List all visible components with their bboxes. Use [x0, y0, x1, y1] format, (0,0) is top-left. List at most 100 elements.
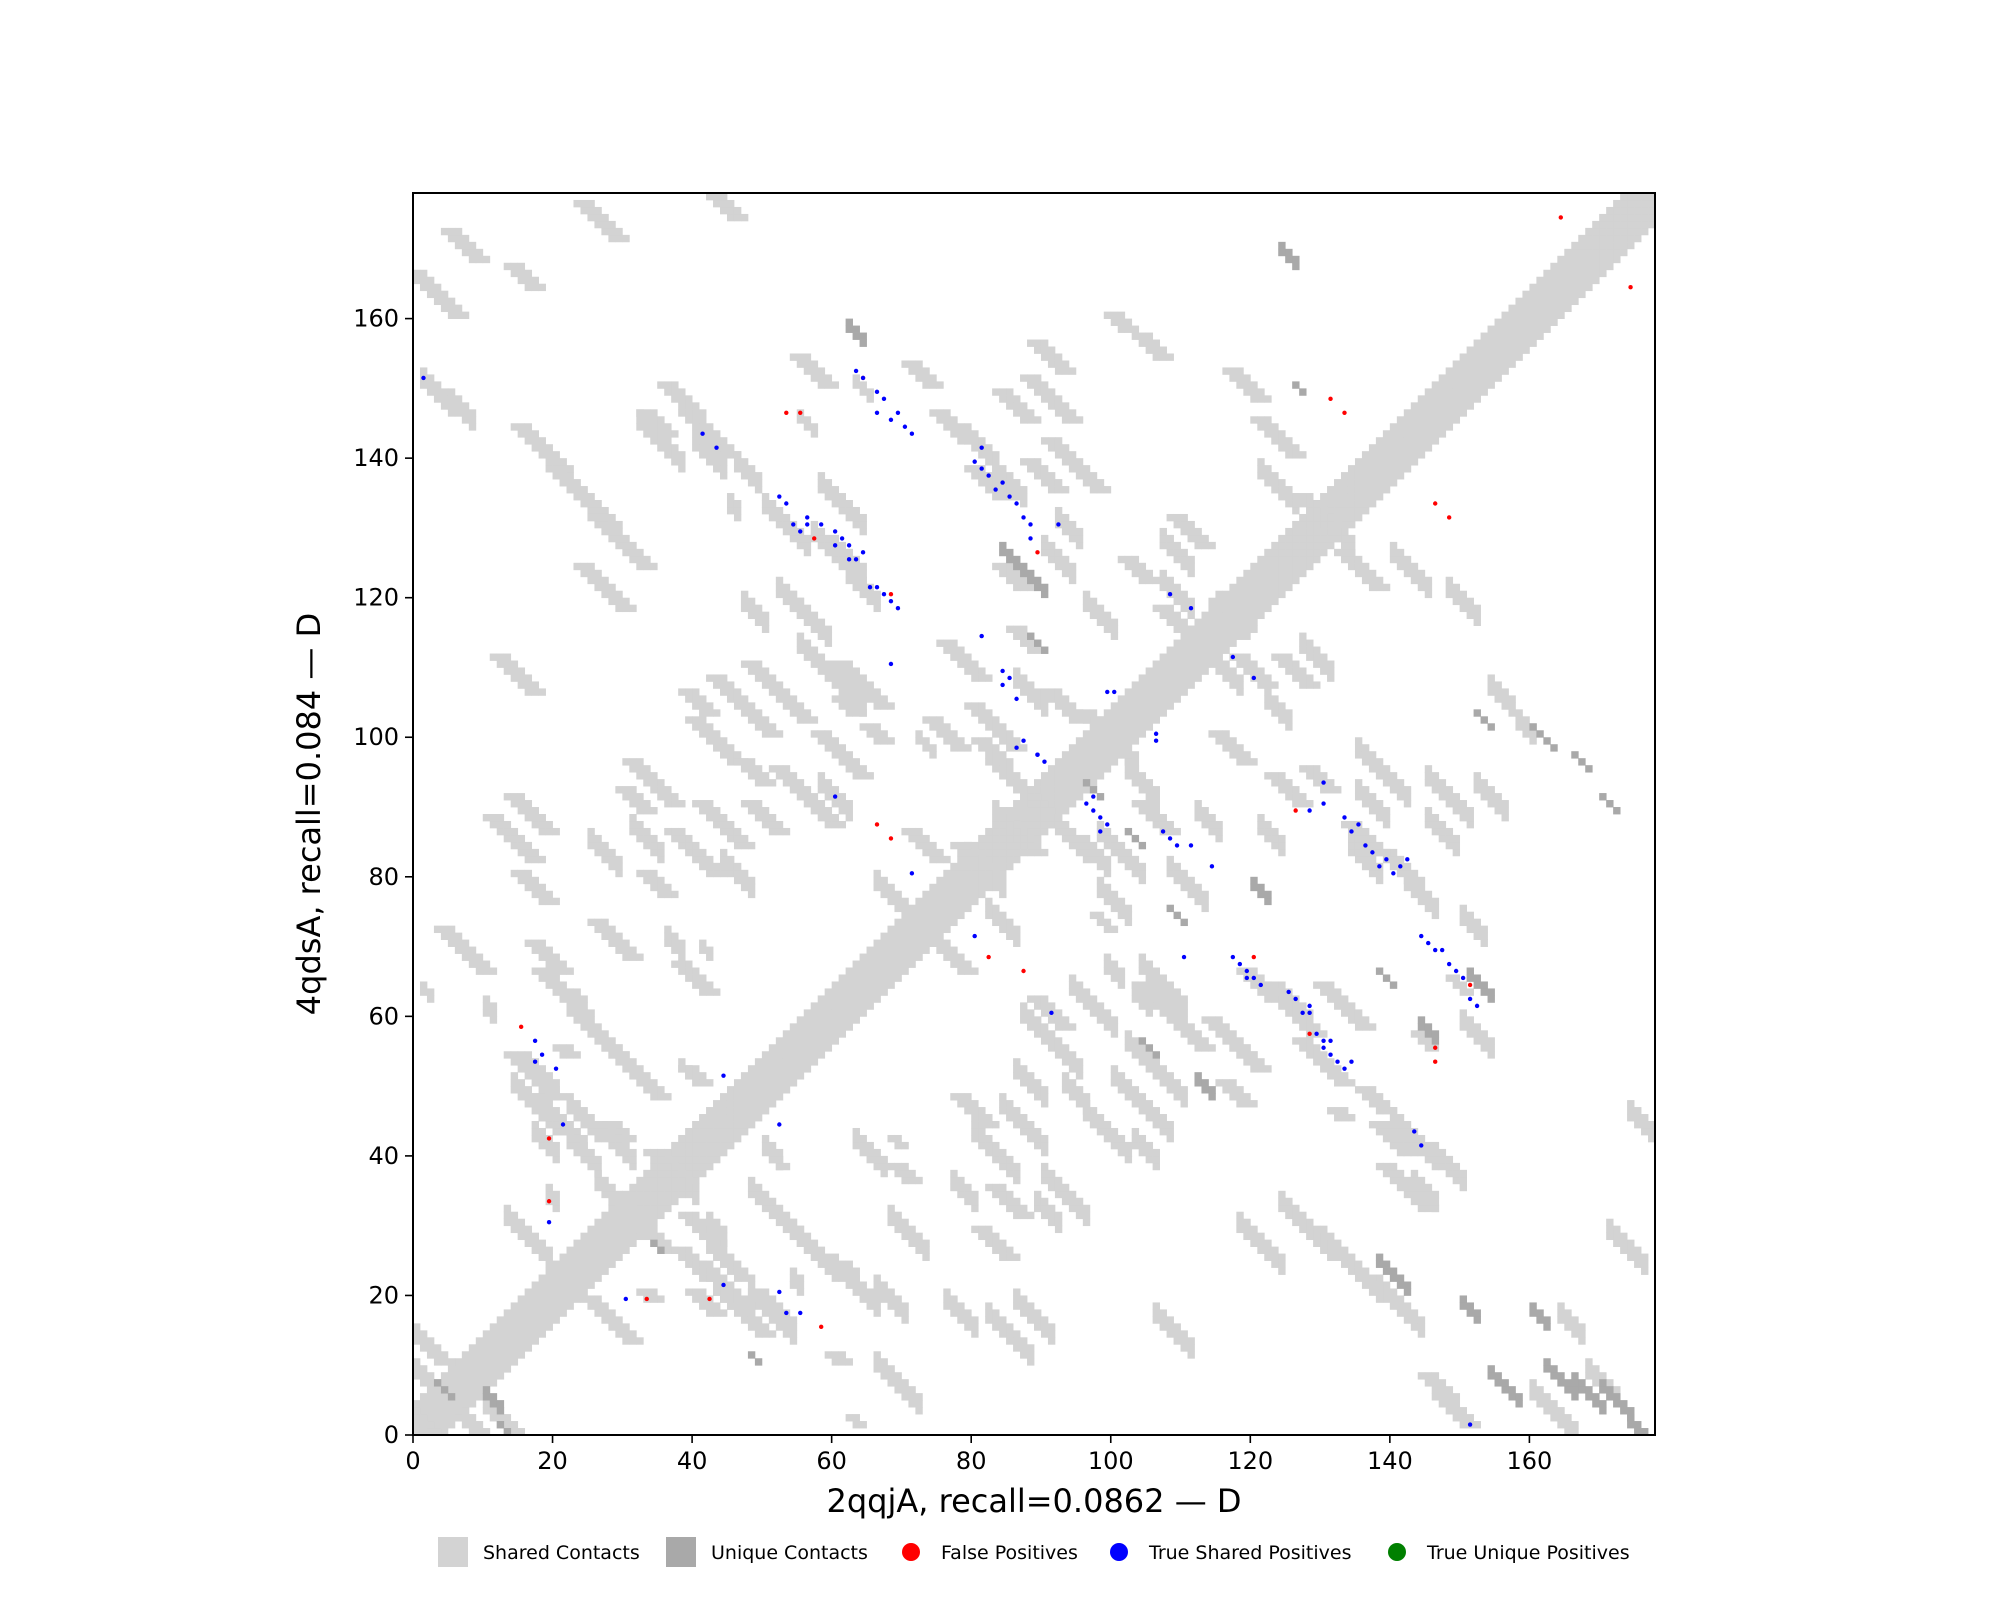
shared-contact-cell: [1347, 1016, 1356, 1024]
shared-contact-cell: [824, 660, 833, 668]
shared-contact-cell: [1445, 1386, 1454, 1394]
shared-contact-cell: [1040, 1030, 1049, 1038]
shared-contact-cell: [678, 800, 686, 808]
shared-contact-cell: [1389, 548, 1398, 557]
shared-contact-cell: [1285, 1002, 1293, 1010]
shared-contact-cell: [1375, 848, 1384, 857]
shared-contact-cell: [1006, 562, 1014, 571]
shared-contact-cell: [740, 458, 749, 466]
shared-contact-cell: [1020, 779, 1028, 787]
shared-contact-cell: [1138, 681, 1147, 689]
shared-contact-cell: [1508, 325, 1516, 333]
shared-contact-cell: [747, 1183, 756, 1192]
shared-contact-cell: [482, 1400, 491, 1408]
shared-contact-cell: [1152, 807, 1160, 815]
shared-contact-cell: [1187, 562, 1195, 571]
shared-contact-cell: [1110, 1134, 1119, 1143]
shared-contact-cell: [1110, 632, 1119, 640]
shared-contact-cell: [894, 1162, 902, 1171]
shared-contact-cell: [1508, 332, 1516, 340]
shared-contact-cell: [817, 737, 826, 745]
shared-contact-cell: [1173, 1009, 1181, 1017]
shared-contact-cell: [1424, 904, 1433, 913]
shared-contact-cell: [1131, 723, 1140, 731]
shared-contact-cell: [852, 688, 860, 696]
shared-contact-cell: [1529, 332, 1537, 340]
shared-contact-cell: [1040, 695, 1049, 703]
shared-contact-cell: [1264, 423, 1272, 431]
shared-contact-cell: [754, 807, 763, 815]
shared-contact-cell: [538, 1134, 546, 1143]
shared-contact-cell: [796, 716, 805, 724]
shared-contact-cell: [1410, 423, 1419, 431]
shared-contact-cell: [852, 674, 860, 682]
shared-contact-cell: [1341, 1002, 1349, 1010]
shared-contact-cell: [587, 569, 595, 578]
shared-contact-cell: [824, 988, 833, 996]
shared-contact-cell: [1627, 234, 1635, 243]
shared-contact-cell: [433, 1358, 442, 1366]
shared-contact-cell: [880, 960, 888, 968]
shared-contact-cell: [894, 1309, 902, 1317]
shared-contact-cell: [1341, 548, 1349, 557]
shared-contact-cell: [1445, 381, 1454, 389]
shared-contact-cell: [1278, 493, 1286, 501]
shared-contact-cell: [838, 506, 847, 515]
shared-contact-cell: [1166, 1323, 1174, 1331]
shared-contact-cell: [720, 827, 728, 836]
shared-contact-cell: [1445, 1155, 1454, 1164]
shared-contact-cell: [1306, 500, 1314, 508]
shared-contact-cell: [1152, 995, 1160, 1003]
shared-contact-cell: [1096, 918, 1105, 927]
shared-contact-cell: [510, 1072, 519, 1080]
shared-contact-cell: [629, 1211, 637, 1220]
shared-contact-cell: [1145, 709, 1154, 717]
shared-contact-cell: [566, 472, 574, 480]
shared-contact-cell: [692, 1065, 700, 1073]
shared-contact-cell: [1299, 562, 1307, 571]
shared-contact-cell: [692, 716, 700, 724]
shared-contact-cell: [1396, 786, 1405, 794]
shared-contact-cell: [1634, 199, 1642, 208]
shared-contact-cell: [1236, 1086, 1244, 1094]
shared-contact-cell: [915, 360, 923, 368]
shared-contact-cell: [1264, 674, 1272, 682]
shared-contact-cell: [601, 1183, 609, 1192]
shared-contact-cell: [908, 1386, 916, 1394]
shared-contact-cell: [943, 925, 951, 934]
shared-contact-cell: [1159, 1072, 1167, 1080]
shared-contact-cell: [713, 437, 721, 445]
shared-contact-cell: [664, 1197, 672, 1206]
shared-contact-cell: [1020, 1016, 1028, 1024]
shared-contact-cell: [726, 1267, 735, 1275]
shared-contact-cell: [615, 1197, 623, 1206]
shared-contact-cell: [475, 1379, 484, 1387]
shared-contact-cell: [685, 395, 693, 403]
shared-contact-cell: [971, 444, 979, 452]
shared-contact-cell: [615, 1323, 623, 1331]
shared-contact-cell: [803, 1037, 812, 1045]
shared-contact-cell: [545, 981, 553, 989]
shared-contact-cell: [1110, 751, 1119, 759]
shared-contact-cell: [545, 1190, 553, 1199]
shared-contact-cell: [1034, 1190, 1042, 1199]
shared-contact-cell: [573, 1100, 581, 1108]
shared-contact-cell: [1159, 988, 1167, 996]
shared-contact-cell: [1571, 241, 1579, 250]
shared-contact-cell: [1124, 555, 1133, 564]
shared-contact-cell: [629, 1134, 637, 1143]
shared-contact-cell: [1215, 611, 1223, 620]
shared-contact-cell: [1054, 1044, 1063, 1052]
shared-contact-cell: [699, 1225, 707, 1234]
shared-contact-cell: [1278, 660, 1286, 668]
shared-contact-cell: [664, 1183, 672, 1192]
shared-contact-cell: [1438, 1162, 1447, 1171]
shared-contact-cell: [1641, 193, 1649, 201]
shared-contact-cell: [706, 1162, 714, 1171]
shared-contact-cell: [531, 890, 539, 899]
shared-contact-cell: [657, 1176, 665, 1185]
shared-contact-cell: [1020, 500, 1028, 508]
shared-contact-cell: [1215, 660, 1223, 668]
shared-contact-cell: [1396, 472, 1405, 480]
shared-contact-cell: [1103, 730, 1112, 738]
